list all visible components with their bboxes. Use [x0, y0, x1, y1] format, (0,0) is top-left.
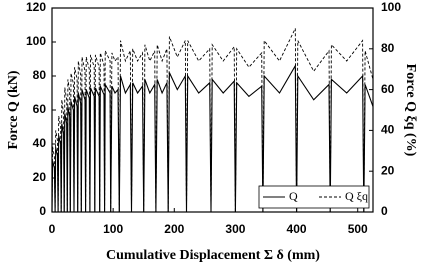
- y-tick-label: 40: [33, 136, 47, 150]
- legend-box: [258, 185, 370, 209]
- x-axis-title: Cumulative Displacement Σ δ (mm): [106, 248, 320, 263]
- y-tick-label: 20: [33, 170, 47, 184]
- x-tick-label: 300: [225, 222, 245, 236]
- y-tick-label: 120: [26, 0, 46, 14]
- series-line: [51, 28, 374, 213]
- y2-tick-label: 20: [381, 163, 395, 177]
- y2-tick-label: 60: [381, 82, 395, 96]
- y-tick-label: 100: [26, 34, 46, 48]
- y2-tick-label: 100: [381, 0, 401, 14]
- y-tick-label: 0: [39, 204, 46, 218]
- y2-tick-label: 80: [381, 41, 395, 55]
- y-axis-title: Force Q (kN): [6, 70, 21, 149]
- y-tick-label: 60: [33, 102, 47, 116]
- y2-axis-title: Force Q ξq (%): [403, 64, 418, 157]
- legend-label: Q ξq: [345, 189, 368, 203]
- x-tick-label: 500: [348, 222, 368, 236]
- y-tick-label: 80: [33, 68, 47, 82]
- x-tick-label: 100: [103, 222, 123, 236]
- x-tick-label: 0: [49, 222, 56, 236]
- legend-label: Q: [289, 189, 298, 203]
- y2-tick-label: 0: [381, 204, 388, 218]
- y2-tick-label: 40: [381, 123, 395, 137]
- x-tick-label: 200: [164, 222, 184, 236]
- x-tick-label: 400: [287, 222, 307, 236]
